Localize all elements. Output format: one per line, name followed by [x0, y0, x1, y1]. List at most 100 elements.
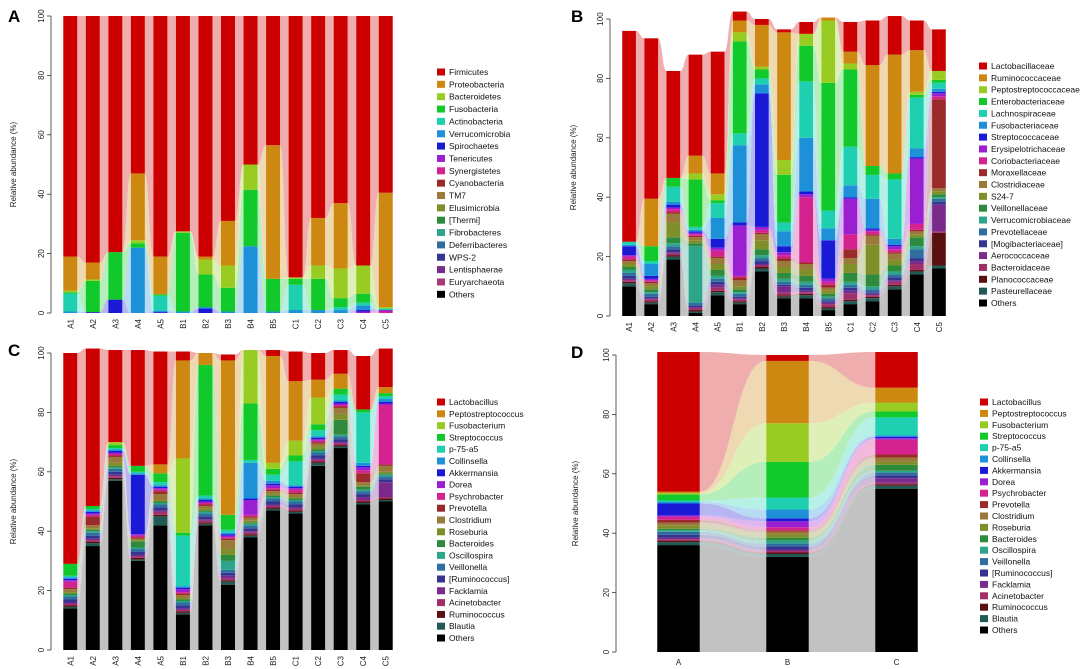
flow-streptococcus: [699, 461, 767, 501]
flow-ruminococcus: [234, 534, 244, 582]
flow-collinsella: [325, 400, 334, 438]
flow-psychrobacter: [370, 404, 379, 474]
flow-roseburia: [122, 462, 131, 542]
flow-verrucomicrobia: [167, 310, 176, 313]
flow-enterobacteriaceae: [923, 79, 933, 98]
segment-ruminococcaceae: [732, 20, 747, 33]
flow-fusobacterium: [808, 402, 876, 462]
flow--ruminococcus-: [144, 507, 154, 555]
y-axis-label: Relative abundance (%): [9, 121, 18, 207]
segment-bacteroidaceae: [821, 304, 836, 308]
segment-others: [221, 584, 235, 650]
flow-coriobacteriaceae: [901, 223, 910, 253]
segment-bacteroidetes: [378, 307, 393, 309]
segment-verrucomicrobia: [356, 305, 371, 311]
segment-proteobacteria: [333, 203, 348, 269]
segment-bacteroides: [766, 537, 809, 541]
flow-oscillospira: [167, 502, 176, 603]
flow-fusobacteria: [325, 278, 334, 311]
flow-lactobacillus: [257, 350, 267, 356]
flow-verrucomicrobia: [257, 246, 267, 313]
flow-bacteroides: [144, 501, 154, 548]
segment-fusobacteriaceae: [909, 148, 924, 158]
segment-bacteroides: [63, 593, 78, 596]
segment-proteobacteria: [85, 262, 100, 280]
flow-bacteroidaceae: [724, 287, 733, 302]
segment-prevotellaceae: [932, 198, 946, 202]
flow--mogibacteriaceae-: [879, 277, 888, 294]
segment-prevotella: [378, 464, 393, 466]
flow-prevotellaceae: [923, 198, 933, 259]
flow-roseburia: [370, 471, 379, 487]
segment-prevotellaceae: [909, 249, 924, 259]
legend-swatch: [437, 93, 445, 101]
segment-veillonellaceae: [777, 272, 791, 279]
flow-bacteroidetes: [234, 164, 244, 288]
bar-A5: [710, 51, 725, 316]
flow-erysipelotrichaceae: [879, 229, 888, 250]
legend-label: Clostridiaceae: [991, 180, 1045, 190]
legend-label: TM7: [449, 191, 466, 201]
flow-oscillospira: [325, 434, 334, 453]
segment-facklamia: [198, 519, 213, 521]
segment-bacteroides: [130, 541, 145, 548]
flow-fusobacterium: [167, 458, 176, 533]
flow-roseburia: [144, 500, 154, 542]
flow-akkermansia: [234, 498, 244, 536]
legend-swatch: [980, 580, 988, 588]
legend-label: Pasteurellaceae: [991, 286, 1052, 296]
x-tick-label: B1: [736, 321, 745, 331]
segment-oscillospira: [175, 601, 190, 603]
segment-dorea: [198, 501, 213, 503]
bar-B4: [799, 21, 813, 316]
segment-veillonella: [153, 504, 168, 508]
flow-fusobacteria: [347, 293, 357, 308]
flow-erysipelotrichaceae: [901, 158, 910, 250]
y-tick-label: 100: [37, 9, 46, 23]
flow-planococcaceae: [901, 269, 910, 287]
legend-label: Bacteroides: [992, 534, 1037, 544]
legend-item: Prevotellaceae: [979, 227, 1048, 237]
flow-moraxellaceae: [746, 232, 756, 281]
segment-coriobacteriaceae: [732, 275, 747, 278]
flow-streptococcus: [370, 393, 379, 413]
segment-coriobacteriaceae: [710, 250, 725, 257]
flow-others: [325, 448, 334, 650]
flow-veillonella: [808, 472, 876, 547]
segment-lactobacillaceae: [622, 30, 636, 242]
segment-erysipelotrichaceae: [887, 246, 902, 250]
flow-clostridium: [99, 456, 109, 529]
segment-lactobacillus: [221, 354, 235, 361]
segment-firmicutes: [175, 16, 190, 232]
flow-erysipelotrichaceae: [790, 194, 800, 256]
flow-ruminococcus: [370, 498, 379, 503]
flow-bacteroidetes: [347, 265, 357, 299]
flow-prevotellaceae: [702, 278, 711, 306]
flow-blautia: [167, 516, 176, 615]
flow-fusobacteria: [234, 189, 244, 312]
flow-aerococcaceae: [768, 264, 778, 293]
flow-verrucomicrobiaceae: [658, 243, 667, 294]
segment-moraxellaceae: [710, 256, 725, 259]
legend-swatch: [979, 74, 987, 82]
x-tick-label: A2: [647, 321, 656, 331]
flow-lactobacillus: [234, 350, 244, 361]
segment-veillonella: [266, 498, 281, 502]
flow-proteobacteria: [234, 164, 244, 266]
flow-blautia: [280, 508, 289, 514]
legend-swatch: [437, 457, 445, 465]
legend-item: Akkermansia: [980, 465, 1041, 475]
flow-others: [370, 501, 379, 650]
flow-akkermansia: [280, 483, 289, 489]
segment-aerococcaceae: [622, 278, 636, 281]
segment-spirochaetes: [108, 299, 123, 313]
segment-collinsella: [85, 510, 100, 512]
segment-lactobacillus: [657, 352, 700, 492]
segment-veillonella: [356, 491, 371, 495]
segment-psychrobacter: [175, 592, 190, 594]
segment-p-75-a5: [243, 459, 258, 463]
segment-aerococcaceae: [666, 252, 681, 254]
segment-bacteroidaceae: [688, 308, 703, 311]
flow-moraxellaceae: [857, 234, 866, 259]
segment-streptococcaceae: [799, 191, 813, 195]
